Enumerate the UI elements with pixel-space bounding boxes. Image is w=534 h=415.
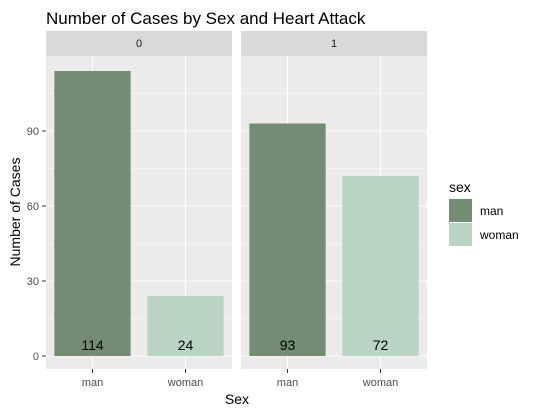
facet-strip-label: 0 bbox=[136, 38, 142, 50]
y-tick-label: 0 bbox=[33, 351, 39, 363]
facet-strip bbox=[241, 31, 427, 56]
y-axis: 0 30 60 90 bbox=[27, 126, 46, 363]
x-axis-title: Sex bbox=[225, 391, 249, 407]
legend-title: sex bbox=[449, 179, 471, 195]
bar-man bbox=[54, 71, 131, 356]
y-tick-label: 30 bbox=[27, 276, 39, 288]
facet-panel: 0 114 man 24 woman bbox=[46, 31, 232, 389]
facet-strip bbox=[46, 31, 232, 56]
x-tick-label: woman bbox=[362, 377, 398, 389]
legend-key-man bbox=[449, 199, 472, 222]
x-tick-label: man bbox=[82, 377, 103, 389]
bar-woman bbox=[342, 176, 419, 356]
bar-man bbox=[249, 123, 326, 356]
y-axis-title: Number of Cases bbox=[7, 158, 23, 267]
legend-label: woman bbox=[479, 228, 519, 242]
chart-title: Number of Cases by Sex and Heart Attack bbox=[46, 9, 366, 28]
legend: sex man woman bbox=[449, 179, 519, 246]
x-tick-label: woman bbox=[167, 377, 203, 389]
y-tick-label: 90 bbox=[27, 126, 39, 138]
x-tick-label: man bbox=[277, 377, 298, 389]
data-label: 72 bbox=[373, 337, 389, 353]
data-label: 24 bbox=[178, 337, 194, 353]
legend-key-woman bbox=[449, 223, 472, 246]
facet-panels: 0 114 man 24 woman 1 93 man 72 woman bbox=[46, 31, 427, 389]
data-label: 114 bbox=[81, 337, 104, 353]
bar-woman bbox=[147, 296, 224, 356]
y-tick-label: 60 bbox=[27, 201, 39, 213]
facet-strip-label: 1 bbox=[331, 38, 337, 50]
legend-label: man bbox=[480, 204, 503, 218]
data-label: 93 bbox=[280, 337, 296, 353]
facet-panel: 1 93 man 72 woman bbox=[241, 31, 427, 389]
